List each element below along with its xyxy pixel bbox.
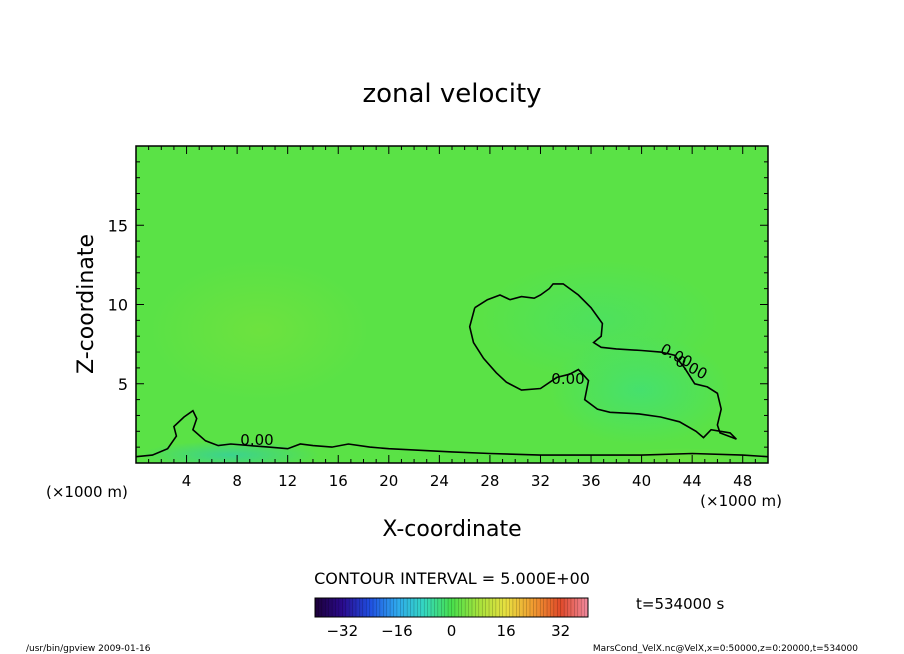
contour-label: 0.00 — [551, 370, 584, 388]
x-unit-left: (×1000 m) — [46, 483, 128, 501]
colorbar-tick-label: −32 — [326, 622, 358, 640]
x-axis: 4 8 12 16 20 24 28 32 36 40 44 48 — [148, 146, 756, 490]
x-tick-label: 36 — [581, 472, 600, 490]
colorbar-stripes — [318, 598, 585, 617]
contour-label: 0.00 — [240, 431, 273, 449]
colorbar-frame — [314, 597, 589, 618]
x-tick-label: 16 — [329, 472, 348, 490]
x-tick-label: 32 — [531, 472, 550, 490]
contour-line — [468, 283, 737, 440]
x-tick-label: 8 — [232, 472, 242, 490]
colorbar-tick-label: 16 — [497, 622, 516, 640]
contour-lines — [136, 283, 768, 458]
x-tick-label: 4 — [182, 472, 192, 490]
contour-line — [136, 409, 768, 458]
x-tick-label: 24 — [430, 472, 449, 490]
colorbar-ticks: −32 −16 0 16 32 — [326, 622, 570, 640]
y-axis-label: Z-coordinate — [74, 234, 99, 374]
colorbar-tick-label: −16 — [381, 622, 413, 640]
x-unit-right: (×1000 m) — [700, 492, 782, 510]
footer-right: MarsCond_VelX.nc@VelX,x=0:50000,z=0:2000… — [593, 644, 858, 654]
heatmap-blob — [150, 260, 370, 400]
x-tick-label: 20 — [379, 472, 398, 490]
x-axis-label: X-coordinate — [382, 517, 521, 542]
x-tick-label: 28 — [480, 472, 499, 490]
y-axis: 5 10 15 — [108, 161, 768, 448]
time-label: t=534000 s — [636, 595, 724, 613]
heatmap-blob — [140, 441, 320, 463]
contour-interval: CONTOUR INTERVAL = 5.000E+00 — [314, 569, 590, 588]
y-tick-label: 5 — [118, 375, 128, 394]
colorbar-tick-label: 0 — [447, 622, 457, 640]
x-tick-label: 40 — [632, 472, 651, 490]
y-tick-label: 10 — [108, 296, 128, 315]
x-tick-label: 12 — [278, 472, 297, 490]
colorbar-tick-label: 32 — [551, 622, 570, 640]
x-tick-label: 44 — [683, 472, 702, 490]
x-tick-label: 48 — [733, 472, 752, 490]
y-tick-label: 15 — [108, 216, 128, 235]
colorbar — [315, 598, 588, 617]
heatmap-blob — [600, 448, 760, 463]
chart-title: zonal velocity — [362, 79, 541, 109]
footer-left: /usr/bin/gpview 2009-01-16 — [26, 644, 151, 654]
plot-area — [136, 146, 768, 463]
